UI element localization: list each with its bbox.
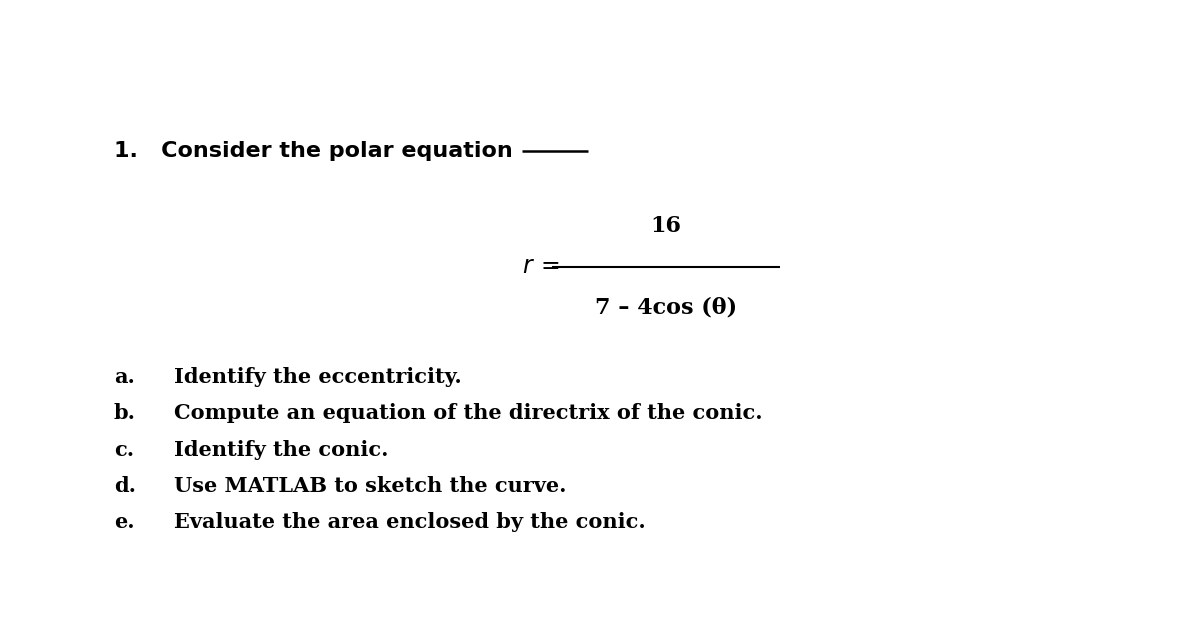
Text: 1.   Consider the polar equation: 1. Consider the polar equation — [114, 141, 512, 161]
Text: e.: e. — [114, 512, 134, 533]
Text: Evaluate the area enclosed by the conic.: Evaluate the area enclosed by the conic. — [174, 512, 646, 533]
Text: 7 – 4cos (θ): 7 – 4cos (θ) — [595, 296, 737, 319]
Text: 16: 16 — [650, 215, 682, 237]
Text: Compute an equation of the directrix of the conic.: Compute an equation of the directrix of … — [174, 403, 763, 423]
Text: a.: a. — [114, 367, 134, 387]
Text: b.: b. — [114, 403, 136, 423]
Text: Use MATLAB to sketch the curve.: Use MATLAB to sketch the curve. — [174, 476, 566, 496]
Text: $r\, =$: $r\, =$ — [522, 256, 559, 278]
Text: d.: d. — [114, 476, 136, 496]
Text: Identify the conic.: Identify the conic. — [174, 440, 389, 460]
Text: Identify the eccentricity.: Identify the eccentricity. — [174, 367, 462, 387]
Text: c.: c. — [114, 440, 134, 460]
